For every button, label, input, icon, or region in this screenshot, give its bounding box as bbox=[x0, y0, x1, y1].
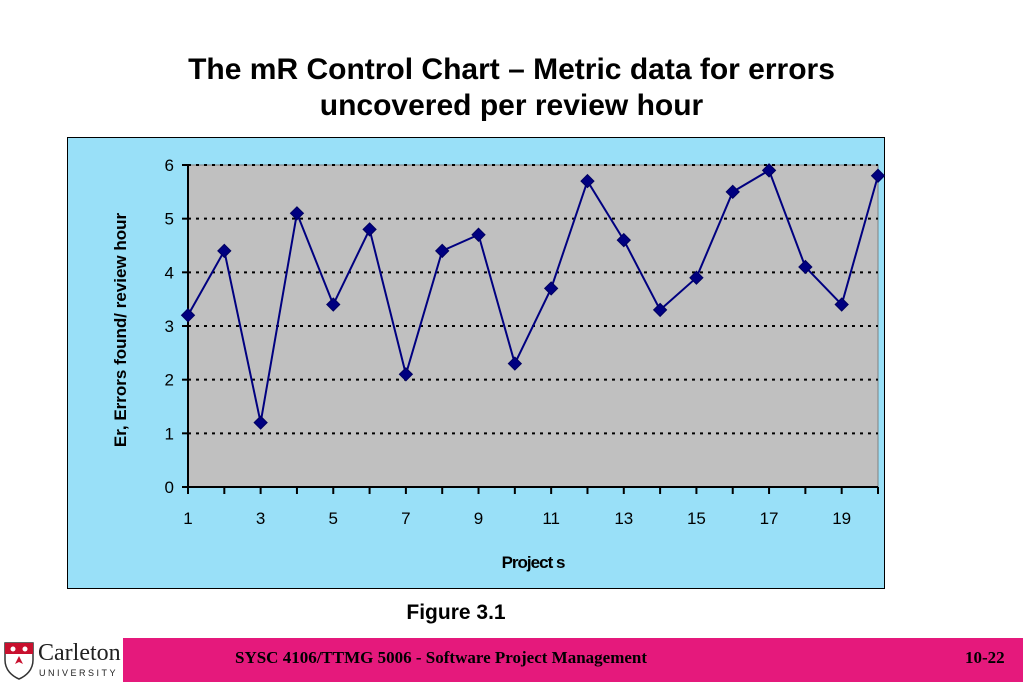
logo-subtitle: UNIVERSITY bbox=[39, 668, 119, 678]
data-point-3 bbox=[253, 415, 268, 430]
y-tick-label-1: 1 bbox=[165, 424, 174, 443]
data-point-17 bbox=[761, 163, 777, 178]
data-point-8 bbox=[435, 243, 450, 259]
y-tick-label-5: 5 bbox=[165, 210, 174, 229]
y-tick-label-2: 2 bbox=[165, 371, 174, 390]
footer-bar bbox=[123, 638, 1023, 682]
data-point-1 bbox=[180, 308, 196, 323]
footer-page-number: 10-22 bbox=[965, 648, 1005, 667]
x-tick-label-13: 13 bbox=[614, 509, 633, 528]
y-tick-label-0: 0 bbox=[165, 478, 174, 497]
data-point-4 bbox=[289, 206, 305, 221]
footer-course-title: SYSC 4106/TTMG 5006 - Software Project M… bbox=[235, 648, 648, 667]
data-point-11 bbox=[543, 281, 559, 296]
logo-name: Carleton bbox=[38, 640, 121, 666]
shield-icon bbox=[4, 642, 34, 680]
figure-caption: Figure 3.1 bbox=[406, 601, 506, 624]
y-tick-label-3: 3 bbox=[165, 317, 174, 336]
data-point-15 bbox=[689, 270, 704, 285]
data-point-20 bbox=[870, 168, 886, 183]
slide-title-line-1: The mR Control Chart – Metric data for e… bbox=[188, 53, 835, 86]
data-markers bbox=[180, 163, 886, 430]
axes bbox=[182, 164, 879, 494]
slide-title-line-2: uncovered per review hour bbox=[319, 89, 704, 122]
x-tick-label-7: 7 bbox=[401, 509, 410, 528]
data-point-19 bbox=[834, 297, 849, 312]
y-tick-label-4: 4 bbox=[165, 263, 174, 282]
data-point-2 bbox=[217, 243, 232, 259]
data-point-6 bbox=[362, 222, 377, 237]
data-point-7 bbox=[398, 367, 414, 382]
university-logo bbox=[0, 638, 123, 682]
x-tick-label-19: 19 bbox=[832, 509, 851, 528]
data-point-10 bbox=[507, 356, 523, 371]
data-point-9 bbox=[471, 227, 486, 242]
x-tick-label-11: 11 bbox=[542, 509, 560, 528]
x-tick-label-9: 9 bbox=[474, 509, 483, 528]
slide-title: The mR Control Chart – Metric data for e… bbox=[0, 52, 1023, 124]
data-point-5 bbox=[326, 297, 341, 312]
x-tick-label-15: 15 bbox=[687, 509, 706, 528]
chart-container: 0 1 2 3 4 5 6 1 3 5 7 9 11 13 15 17 19 Project s Er, Err… bbox=[67, 137, 886, 589]
y-axis-label: Er, Errors found/ review hour bbox=[111, 212, 130, 447]
series-line bbox=[187, 168, 879, 423]
data-point-13 bbox=[616, 232, 631, 248]
x-axis-label: Project s bbox=[502, 553, 565, 572]
x-tick-label-17: 17 bbox=[760, 509, 779, 528]
x-tick-label-5: 5 bbox=[329, 509, 338, 528]
x-tick-label-3: 3 bbox=[256, 509, 265, 528]
data-point-14 bbox=[652, 302, 668, 318]
data-point-18 bbox=[798, 259, 813, 275]
data-point-16 bbox=[725, 184, 740, 200]
y-tick-label-6: 6 bbox=[165, 156, 174, 175]
x-tick-label-1: 1 bbox=[183, 509, 192, 528]
data-point-12 bbox=[580, 173, 595, 189]
